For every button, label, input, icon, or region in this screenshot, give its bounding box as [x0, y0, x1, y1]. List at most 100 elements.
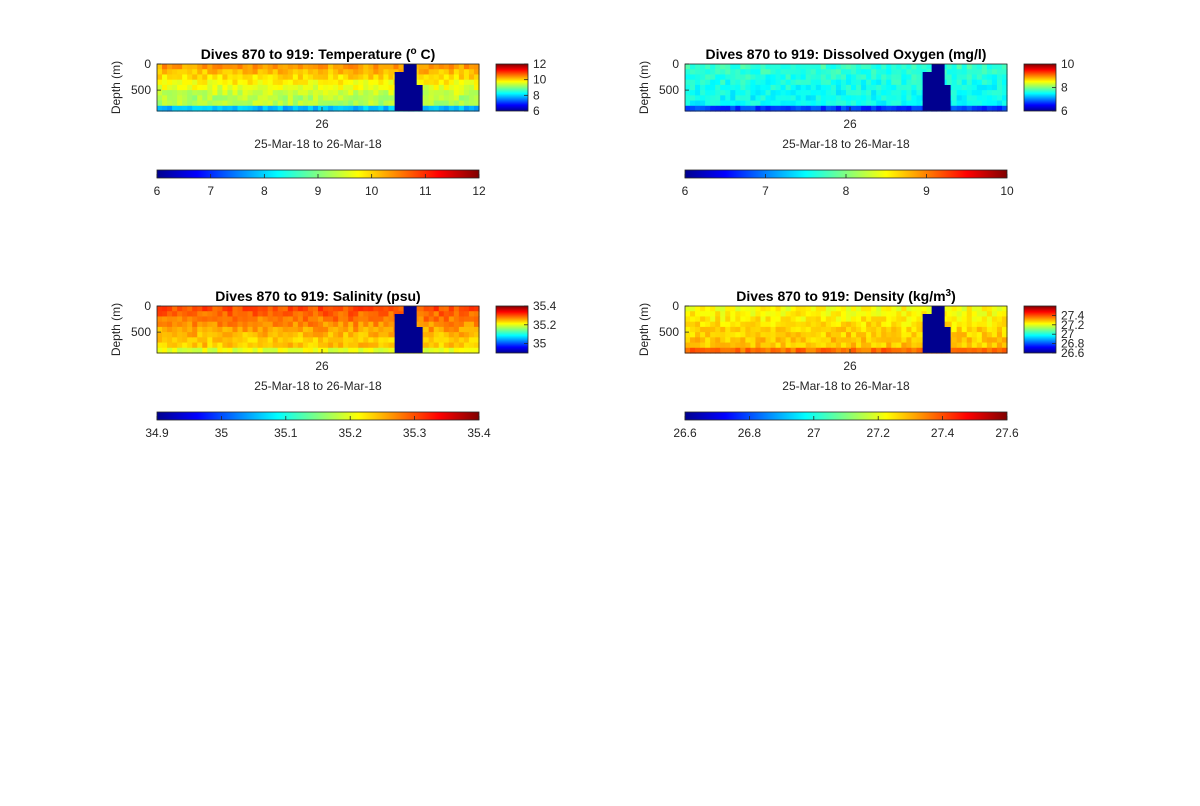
heatmap-cell: [896, 326, 902, 333]
heatmap-cell: [443, 95, 450, 102]
heatmap-cell: [388, 90, 395, 96]
heatmap-cell: [287, 337, 294, 344]
heatmap-cell: [780, 95, 787, 102]
heatmap-cell: [916, 74, 923, 81]
heatmap-cell: [705, 326, 711, 333]
x-tick-label: 26: [315, 359, 329, 373]
heatmap-cell: [277, 311, 284, 318]
heatmap-cell: [353, 74, 359, 81]
heatmap-cell: [690, 100, 696, 107]
heatmap-cell: [282, 95, 289, 102]
heatmap-cell: [790, 311, 797, 318]
heatmap-cell: [348, 74, 354, 81]
heatmap-cell: [172, 79, 178, 86]
heatmap-cell: [272, 337, 279, 344]
heatmap-cell: [735, 69, 741, 76]
heatmap-cell: [861, 306, 867, 312]
heatmap-cell: [157, 90, 163, 96]
heatmap-cell: [312, 347, 319, 354]
heatmap-cell: [292, 347, 299, 354]
heatmap-cell: [373, 105, 379, 112]
heatmap-cell: [825, 337, 832, 344]
heatmap-cell: [307, 337, 314, 344]
heatmap-cell: [272, 342, 279, 349]
heatmap-cell: [157, 306, 163, 312]
heatmap-cell: [338, 74, 344, 81]
bottom-colorbar-label: 11: [419, 184, 432, 198]
heatmap-cell: [956, 321, 963, 328]
panel-title: Dives 870 to 919: Density (kg/m3): [736, 288, 956, 304]
heatmap-cell: [182, 69, 188, 76]
heatmap-cell: [328, 64, 334, 70]
heatmap-cell: [956, 95, 963, 102]
heatmap-cell: [433, 105, 440, 112]
heatmap-cell: [242, 326, 249, 333]
heatmap-cell: [891, 311, 897, 318]
heatmap-cell: [257, 326, 264, 333]
heatmap-cell: [368, 105, 374, 112]
heatmap-cell: [825, 100, 832, 107]
heatmap-cell: [277, 337, 284, 344]
heatmap-cell: [192, 342, 198, 349]
heatmap-cell: [463, 105, 470, 112]
heatmap-cell: [473, 84, 480, 91]
heatmap-cell: [800, 321, 807, 328]
heatmap-cell: [825, 306, 832, 312]
heatmap-cell: [815, 90, 822, 96]
side-colorbar-label: 26.6: [1061, 346, 1085, 360]
bottom-colorbar-label: 26.8: [738, 426, 762, 440]
heatmap-cell: [755, 69, 762, 76]
heatmap-cell: [167, 311, 173, 318]
heatmap-cell: [685, 337, 691, 344]
heatmap-cell: [378, 306, 385, 312]
heatmap-cell: [991, 342, 998, 349]
heatmap-cell: [202, 64, 208, 70]
heatmap-cell: [785, 342, 792, 349]
heatmap-cell: [353, 95, 359, 102]
heatmap-cell: [348, 321, 354, 328]
heatmap-cell: [835, 326, 842, 333]
heatmap-cell: [172, 326, 178, 333]
heatmap-cell: [805, 326, 812, 333]
heatmap-cell: [685, 316, 691, 323]
heatmap-cell: [911, 95, 918, 102]
heatmap-cell: [157, 342, 163, 349]
heatmap-cell: [966, 306, 973, 312]
heatmap-cell: [911, 306, 918, 312]
heatmap-cell: [237, 79, 244, 86]
heatmap-cell: [373, 337, 379, 344]
heatmap-cell: [247, 79, 254, 86]
heatmap-cell: [262, 332, 269, 338]
heatmap-cell: [775, 64, 782, 70]
heatmap-cell: [212, 326, 218, 333]
heatmap-cell: [810, 337, 817, 344]
heatmap-cell: [292, 64, 299, 70]
heatmap-cell: [866, 311, 872, 318]
heatmap-cell: [851, 100, 857, 107]
heatmap-cell: [187, 100, 193, 107]
heatmap-cell: [328, 321, 334, 328]
heatmap-cell: [866, 100, 872, 107]
heatmap-cell: [815, 69, 822, 76]
heatmap-cell: [685, 84, 691, 91]
heatmap-cell: [302, 64, 309, 70]
heatmap-cell: [242, 90, 249, 96]
heatmap-cell: [770, 64, 777, 70]
heatmap-cell: [157, 105, 163, 112]
heatmap-cell: [358, 69, 364, 76]
heatmap-cell: [891, 95, 897, 102]
heatmap-cell: [177, 100, 183, 107]
heatmap-cell: [418, 64, 425, 70]
heatmap-cell: [800, 84, 807, 91]
side-colorbar-label: 35: [533, 337, 547, 351]
heatmap-cell: [323, 326, 329, 333]
heatmap-cell: [162, 342, 168, 349]
heatmap-cell: [368, 311, 374, 318]
heatmap-cell: [438, 337, 445, 344]
heatmap-cell: [433, 64, 440, 70]
heatmap-cell: [287, 100, 294, 107]
heatmap-cell: [257, 311, 264, 318]
heatmap-cell: [835, 69, 842, 76]
heatmap-cell: [725, 74, 731, 81]
heatmap-cell: [740, 337, 746, 344]
